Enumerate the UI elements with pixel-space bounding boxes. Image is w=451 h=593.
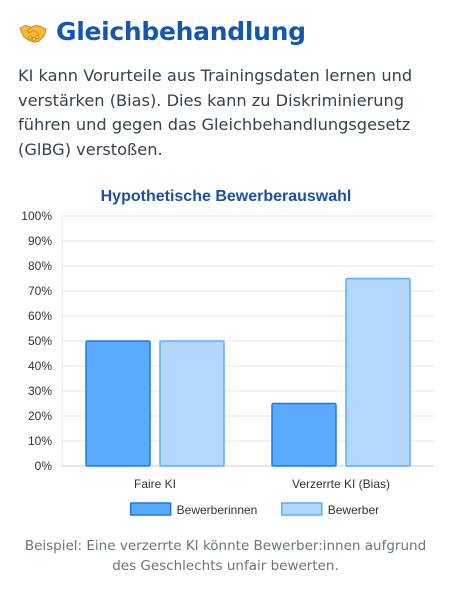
intro-paragraph: KI kann Vorurteile aus Trainingsdaten le…: [18, 66, 413, 159]
bar-bewerber-2: [345, 277, 411, 467]
legend-label: Bewerberinnen: [177, 503, 258, 517]
legend-label: Bewerber: [328, 503, 379, 517]
y-tick-label: 30%: [28, 384, 52, 398]
chart-title: Hypothetische Bewerberauswahl: [101, 188, 352, 205]
legend-swatch: [129, 502, 172, 516]
y-tick-label: 90%: [28, 234, 52, 248]
x-tick-label: Faire KI: [134, 477, 176, 491]
y-tick-label: 60%: [28, 309, 52, 323]
page-header: Gleichbehandlung: [18, 14, 306, 50]
bar-bewerberinnen-2: [271, 402, 337, 467]
handshake-icon: [19, 24, 47, 43]
y-tick-label: 100%: [21, 209, 52, 223]
chart-caption: Beispiel: Eine verzerrte KI könnte Bewer…: [24, 538, 427, 574]
y-tick-label: 80%: [28, 259, 52, 273]
bar-chart: Hypothetische Bewerberauswahl 0% 10% 20% 30…: [21, 188, 434, 517]
bar-bewerber-1: [159, 340, 225, 467]
y-tick-label: 40%: [28, 359, 52, 373]
bar-bewerberinnen-1: [85, 340, 151, 467]
page-title: Gleichbehandlung: [56, 17, 306, 46]
y-tick-label: 20%: [28, 409, 52, 423]
legend-swatch: [281, 502, 323, 516]
y-tick-label: 50%: [28, 334, 52, 348]
x-tick-label: Verzerrte KI (Bias): [292, 477, 390, 491]
y-tick-label: 10%: [28, 434, 52, 448]
y-tick-label: 0%: [35, 459, 53, 473]
y-tick-label: 70%: [28, 284, 52, 298]
